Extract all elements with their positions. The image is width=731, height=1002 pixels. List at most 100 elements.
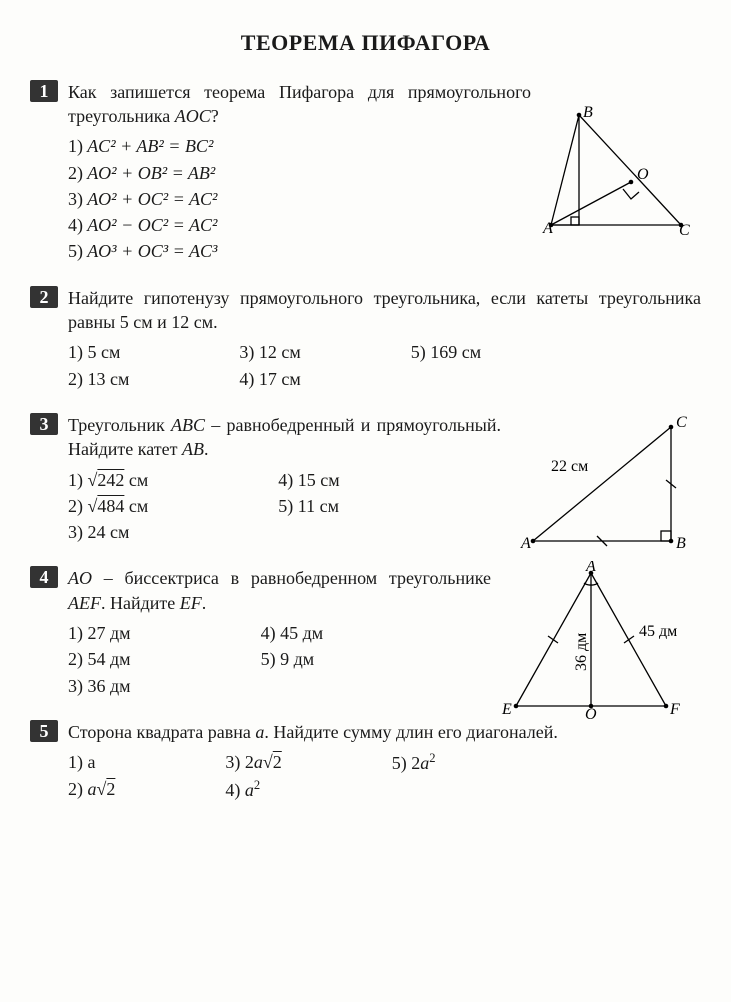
option: 4) 45 дм bbox=[261, 621, 324, 645]
side-name: AB bbox=[182, 439, 204, 459]
triangle-name: AOC bbox=[175, 106, 211, 126]
text: Сторона квадрата равна bbox=[68, 722, 255, 742]
text: . bbox=[202, 593, 207, 613]
opt-num: 2) bbox=[68, 649, 83, 669]
opt-val: 169 см bbox=[430, 342, 481, 362]
side-name: EF bbox=[180, 593, 202, 613]
opt-num: 2) bbox=[68, 369, 83, 389]
opt-expr: AO³ + OC³ = AC³ bbox=[87, 241, 217, 261]
segment-name: AO bbox=[68, 568, 92, 588]
label-E: E bbox=[501, 701, 512, 718]
opt-num: 3) bbox=[68, 522, 83, 542]
opt-expr: AO² − OC² = AC² bbox=[87, 215, 217, 235]
opt-num: 5) bbox=[68, 241, 83, 261]
opt-val: a2 bbox=[245, 780, 260, 800]
option: 2) 13 см bbox=[68, 367, 129, 391]
text: ? bbox=[211, 106, 219, 126]
text: . Найдите сумму длин его диагоналей. bbox=[264, 722, 558, 742]
option: 5) 169 см bbox=[411, 340, 481, 364]
label-C: C bbox=[676, 414, 687, 431]
option: 3) 12 см bbox=[239, 340, 300, 364]
opt-num: 5) bbox=[278, 496, 293, 516]
opt-num: 1) bbox=[68, 752, 83, 772]
triangle-diagram-1: A B C O bbox=[531, 105, 691, 235]
problem-2: 2 Найдите гипотенузу прямоугольного треу… bbox=[30, 286, 701, 393]
opt-val: 242 bbox=[97, 470, 124, 490]
option: 1) 27 дм bbox=[68, 621, 131, 645]
opt-num: 5) bbox=[411, 342, 426, 362]
opt-num: 3) bbox=[68, 676, 83, 696]
problem-1: 1 Как запишется теорема Пифагора для пря… bbox=[30, 80, 701, 266]
option: 3) 2a√2 bbox=[225, 750, 281, 774]
problem-number: 3 bbox=[30, 413, 58, 435]
problem-number: 5 bbox=[30, 720, 58, 742]
opt-suffix: см bbox=[124, 496, 148, 516]
answer-options: 1) a 2) a√2 3) 2a√2 4) a2 5) 2a2 bbox=[68, 750, 701, 804]
opt-val: 13 см bbox=[88, 369, 130, 389]
option: 5) AO³ + OC³ = AC³ bbox=[68, 239, 641, 263]
label-B: B bbox=[676, 535, 686, 552]
problem-prompt: Найдите гипотенузу прямоугольного треуго… bbox=[68, 286, 701, 335]
opt-num: 1) bbox=[68, 623, 83, 643]
label-A: A bbox=[542, 220, 553, 235]
option: 2) √484 см bbox=[68, 494, 148, 518]
label-O: O bbox=[637, 166, 649, 183]
opt-num: 1) bbox=[68, 470, 83, 490]
label-F: F bbox=[669, 701, 680, 718]
opt-num: 4) bbox=[225, 780, 240, 800]
triangle-diagram-4: A E F O 45 дм 36 дм bbox=[496, 561, 701, 721]
opt-val: 54 дм bbox=[88, 649, 131, 669]
opt-val: 484 bbox=[97, 496, 124, 516]
option: 1) √242 см bbox=[68, 468, 148, 492]
opt-val: 9 дм bbox=[280, 649, 314, 669]
triangle-name: ABC bbox=[171, 415, 205, 435]
text: Треугольник bbox=[68, 415, 171, 435]
opt-val: 27 дм bbox=[88, 623, 131, 643]
option: 5) 9 дм bbox=[261, 647, 324, 671]
option: 2) a√2 bbox=[68, 777, 115, 801]
opt-val: 24 см bbox=[88, 522, 130, 542]
opt-num: 4) bbox=[68, 215, 83, 235]
option: 3) 24 см bbox=[68, 520, 148, 544]
problem-number: 4 bbox=[30, 566, 58, 588]
opt-num: 2) bbox=[68, 779, 83, 799]
opt-num: 2) bbox=[68, 163, 83, 183]
option: 4) 15 см bbox=[278, 468, 339, 492]
option: 3) 36 дм bbox=[68, 674, 131, 698]
opt-val: a bbox=[88, 752, 96, 772]
option: 4) 17 см bbox=[239, 367, 300, 391]
opt-val: 36 дм bbox=[88, 676, 131, 696]
opt-val: 5 см bbox=[88, 342, 121, 362]
opt-val: 15 см bbox=[298, 470, 340, 490]
opt-suffix: см bbox=[124, 470, 148, 490]
opt-num: 5) bbox=[261, 649, 276, 669]
opt-val: 12 см bbox=[259, 342, 301, 362]
opt-num: 4) bbox=[278, 470, 293, 490]
option: 1) a bbox=[68, 750, 115, 774]
option: 4) a2 bbox=[225, 777, 281, 802]
opt-expr: AO² + OC² = AC² bbox=[87, 189, 217, 209]
triangle-name: AEF bbox=[68, 593, 101, 613]
opt-num: 2) bbox=[68, 496, 83, 516]
opt-num: 3) bbox=[225, 752, 240, 772]
opt-num: 4) bbox=[239, 369, 254, 389]
problem-number: 1 bbox=[30, 80, 58, 102]
opt-val: 11 см bbox=[298, 496, 339, 516]
opt-expr: AO² + OB² = AB² bbox=[87, 163, 215, 183]
text: – биссектриса в равнобедренном треугольн… bbox=[92, 568, 491, 588]
problem-5: 5 Сторона квадрата равна a. Найдите сумм… bbox=[30, 720, 701, 804]
label-B: B bbox=[583, 105, 593, 121]
opt-num: 3) bbox=[239, 342, 254, 362]
opt-expr: AC² + AB² = BC² bbox=[87, 136, 213, 156]
problem-prompt: Сторона квадрата равна a. Найдите сумму … bbox=[68, 720, 701, 744]
height-length: 36 дм bbox=[573, 633, 590, 671]
label-A: A bbox=[520, 535, 531, 552]
opt-val: a bbox=[88, 779, 97, 799]
text: Как запишется теорема Пифагора для прямо… bbox=[68, 82, 531, 126]
option: 2) 54 дм bbox=[68, 647, 131, 671]
triangle-diagram-3: A B C 22 см bbox=[511, 413, 701, 553]
problem-3: 3 Треугольник ABC – равнобедренный и пря… bbox=[30, 413, 701, 546]
opt-num: 1) bbox=[68, 342, 83, 362]
option: 1) 5 см bbox=[68, 340, 129, 364]
option: 5) 11 см bbox=[278, 494, 339, 518]
